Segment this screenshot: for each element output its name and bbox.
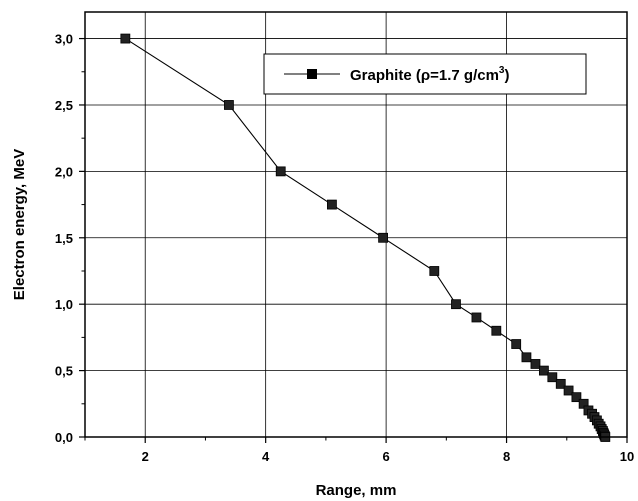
y-tick-label: 1,0: [55, 297, 73, 312]
data-point: [511, 339, 522, 349]
data-point: [530, 359, 541, 369]
legend-label: Graphite (ρ=1.7 g/cm3): [350, 65, 509, 84]
x-axis-title: Range, mm: [316, 482, 397, 499]
x-tick-label: 4: [262, 449, 270, 464]
y-tick-label: 0,5: [55, 364, 73, 379]
data-point: [521, 352, 532, 363]
data-point: [563, 385, 574, 396]
data-point: [471, 312, 482, 323]
legend-label-value: =1.7 g/cm: [430, 67, 499, 84]
data-point: [275, 166, 286, 177]
y-axis-title: Electron energy, MeV: [11, 149, 28, 300]
y-tick-label: 2,5: [55, 98, 73, 113]
legend-label-close: ): [504, 67, 509, 84]
data-point: [224, 100, 234, 110]
data-point: [491, 325, 502, 336]
y-tick-label: 0,0: [55, 430, 73, 445]
data-point: [571, 392, 582, 403]
data-point: [327, 199, 337, 210]
data-point: [451, 299, 461, 310]
axis-ticks: [79, 37, 628, 443]
legend-marker-sample: [307, 69, 317, 79]
y-tick-label: 2,0: [55, 164, 73, 179]
x-tick-label: 8: [503, 449, 510, 464]
axis-tick-labels: 2 4 6 8 10 0,0 0,5 1,0 1,5 2,0 2,5 3,0: [55, 32, 634, 464]
data-point: [555, 378, 566, 389]
x-tick-label: 6: [382, 449, 389, 464]
plot-area-frame: [84, 11, 628, 438]
y-tick-label: 3,0: [55, 32, 73, 47]
legend-label-main: Graphite (: [350, 67, 421, 84]
y-tick-label: 1,5: [55, 231, 73, 246]
data-point: [120, 33, 131, 44]
legend: Graphite (ρ=1.7 g/cm3): [263, 53, 587, 95]
x-tick-label: 10: [620, 449, 634, 464]
legend-label-rho: ρ: [421, 67, 430, 84]
data-point: [547, 372, 558, 383]
data-point: [429, 266, 440, 276]
data-point: [378, 232, 389, 243]
legend-label-superscript: 3: [499, 65, 505, 76]
series-markers-group: [120, 33, 611, 442]
data-point: [538, 365, 549, 376]
x-tick-label: 2: [142, 449, 149, 464]
